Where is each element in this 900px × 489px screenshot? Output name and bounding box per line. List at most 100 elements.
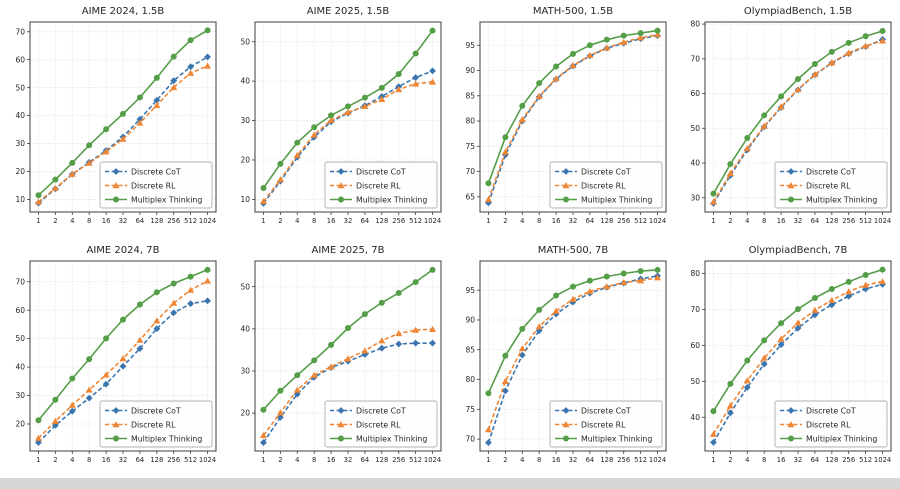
x-tick-label: 2 bbox=[278, 217, 282, 225]
y-tick-label: 60 bbox=[690, 89, 700, 98]
x-tick-label: 2 bbox=[503, 456, 507, 464]
legend-label: Discrete RL bbox=[581, 181, 626, 190]
x-tick-label: 1024 bbox=[874, 217, 891, 225]
chart-panel-olympiadbench-1p5b: 1 2 4 8 16 32 64 128 256 512 1024 30 40 50 60 70 80 Discr… bbox=[675, 0, 900, 239]
legend-label: Multiplex Thinking bbox=[131, 195, 202, 204]
y-tick-label: 30 bbox=[690, 193, 700, 202]
x-tick-label: 256 bbox=[842, 217, 855, 225]
legend: Discrete CoT Discrete RL Multiplex Thinkin… bbox=[99, 161, 213, 209]
x-tick-label: 8 bbox=[762, 217, 766, 225]
x-tick-label: 1 bbox=[261, 456, 265, 464]
x-tick-label: 1 bbox=[711, 217, 715, 225]
legend-label: Multiplex Thinking bbox=[581, 195, 652, 204]
x-tick-label: 16 bbox=[777, 456, 786, 464]
grid bbox=[705, 261, 891, 451]
x-tick-label: 128 bbox=[600, 217, 613, 225]
series-multiplex-thinking bbox=[710, 28, 886, 197]
legend-label: Multiplex Thinking bbox=[356, 434, 427, 443]
y-tick-label: 50 bbox=[690, 377, 700, 386]
x-tick-label: 128 bbox=[150, 217, 163, 225]
series-line bbox=[712, 268, 883, 412]
legend-label: Discrete CoT bbox=[806, 167, 856, 176]
axes: 1 2 4 8 16 32 64 128 256 512 1024 40 50 60 70 80 bbox=[690, 260, 892, 464]
series-discrete-rl bbox=[484, 31, 662, 203]
y-tick-label: 30 bbox=[15, 139, 25, 148]
axes: 1 2 4 8 16 32 64 128 256 512 1024 20 30 40 50 bbox=[240, 260, 442, 464]
legend: Discrete CoT Discrete RL Multiplex Thinkin… bbox=[549, 400, 663, 448]
x-tick-label: 8 bbox=[537, 456, 541, 464]
benchmark-figure: 1 2 4 8 16 32 64 128 256 512 1024 10 20 30 40 50 60 70 Dis… bbox=[0, 0, 900, 478]
legend-label: Multiplex Thinking bbox=[806, 195, 877, 204]
x-tick-label: 512 bbox=[184, 456, 197, 464]
y-tick-label: 85 bbox=[465, 345, 475, 354]
x-tick-label: 8 bbox=[762, 456, 766, 464]
plot-math500-1p5b: 1 2 4 8 16 32 64 128 256 512 1024 65 70 75 80 85 90 95 Dis… bbox=[465, 6, 667, 225]
y-tick-label: 70 bbox=[690, 54, 700, 63]
x-tick-label: 1024 bbox=[424, 217, 441, 225]
x-tick-label: 256 bbox=[167, 456, 180, 464]
x-tick-label: 32 bbox=[344, 456, 353, 464]
y-tick-label: 95 bbox=[465, 41, 475, 50]
x-tick-label: 64 bbox=[811, 456, 820, 464]
x-tick-label: 128 bbox=[825, 217, 838, 225]
x-tick-label: 64 bbox=[136, 456, 145, 464]
x-tick-label: 32 bbox=[344, 217, 353, 225]
y-tick-label: 90 bbox=[465, 316, 475, 325]
y-tick-label: 70 bbox=[465, 167, 475, 176]
x-tick-label: 512 bbox=[409, 456, 422, 464]
y-tick-label: 40 bbox=[240, 77, 250, 86]
x-tick-label: 4 bbox=[295, 217, 299, 225]
legend: Discrete CoT Discrete RL Multiplex Thinkin… bbox=[774, 400, 888, 448]
y-tick-label: 65 bbox=[465, 192, 475, 201]
x-tick-label: 256 bbox=[617, 456, 630, 464]
x-tick-label: 8 bbox=[537, 217, 541, 225]
legend: Discrete CoT Discrete RL Multiplex Thinkin… bbox=[549, 161, 663, 209]
x-tick-label: 1 bbox=[36, 456, 40, 464]
series-multiplex-thinking bbox=[260, 27, 436, 191]
x-tick-label: 2 bbox=[503, 217, 507, 225]
x-tick-label: 32 bbox=[569, 456, 578, 464]
x-tick-label: 8 bbox=[87, 217, 91, 225]
plot-olympiadbench-7b: 1 2 4 8 16 32 64 128 256 512 1024 40 50 60 70 80 Discret… bbox=[690, 245, 892, 464]
axes: 1 2 4 8 16 32 64 128 256 512 1024 70 75 80 85 90 95 bbox=[465, 260, 667, 464]
series-line bbox=[262, 70, 433, 204]
legend: Discrete CoT Discrete RL Multiplex Thinkin… bbox=[774, 161, 888, 209]
x-tick-label: 64 bbox=[586, 456, 595, 464]
x-tick-label: 1024 bbox=[424, 456, 441, 464]
axes: 1 2 4 8 16 32 64 128 256 512 1024 30 40 50 60 70 80 bbox=[690, 20, 892, 225]
chart-panel-olympiadbench-7b: 1 2 4 8 16 32 64 128 256 512 1024 40 50 60 70 80 Discret… bbox=[675, 239, 900, 478]
x-tick-label: 512 bbox=[634, 456, 647, 464]
x-tick-label: 64 bbox=[811, 217, 820, 225]
y-tick-label: 10 bbox=[240, 195, 250, 204]
y-tick-label: 20 bbox=[15, 167, 25, 176]
y-tick-label: 50 bbox=[240, 282, 250, 291]
chart-title: AIME 2025, 1.5B bbox=[307, 6, 390, 17]
series-discrete-cot bbox=[35, 297, 211, 446]
y-tick-label: 30 bbox=[15, 391, 25, 400]
x-tick-label: 256 bbox=[392, 456, 405, 464]
x-tick-label: 1024 bbox=[874, 456, 891, 464]
legend-label: Multiplex Thinking bbox=[356, 195, 427, 204]
x-tick-label: 1024 bbox=[649, 456, 666, 464]
y-tick-label: 75 bbox=[465, 405, 475, 414]
legend: Discrete CoT Discrete RL Multiplex Thinkin… bbox=[99, 400, 213, 448]
x-tick-label: 512 bbox=[634, 217, 647, 225]
x-tick-label: 128 bbox=[825, 456, 838, 464]
x-tick-label: 1024 bbox=[199, 217, 216, 225]
x-tick-label: 2 bbox=[278, 456, 282, 464]
y-tick-label: 30 bbox=[240, 116, 250, 125]
legend: Discrete CoT Discrete RL Multiplex Thinkin… bbox=[324, 161, 438, 209]
y-tick-label: 50 bbox=[240, 37, 250, 46]
y-tick-label: 40 bbox=[690, 413, 700, 422]
chart-title: AIME 2024, 7B bbox=[87, 245, 160, 256]
chart-title: OlympiadBench, 7B bbox=[749, 245, 848, 256]
plot-aime2024-1p5b: 1 2 4 8 16 32 64 128 256 512 1024 10 20 30 40 50 60 70 Dis… bbox=[15, 6, 217, 225]
series-multiplex-thinking bbox=[485, 27, 661, 187]
chart-title: OlympiadBench, 1.5B bbox=[744, 6, 852, 17]
x-tick-label: 2 bbox=[728, 456, 732, 464]
x-tick-label: 2 bbox=[53, 456, 57, 464]
series-discrete-rl bbox=[484, 274, 662, 433]
chart-panel-aime2024-1p5b: 1 2 4 8 16 32 64 128 256 512 1024 10 20 30 40 50 60 70 Dis… bbox=[0, 0, 225, 239]
chart-panel-math500-7b: 1 2 4 8 16 32 64 128 256 512 1024 70 75 80 85 90 95 Discr… bbox=[450, 239, 675, 478]
x-tick-label: 4 bbox=[520, 456, 524, 464]
